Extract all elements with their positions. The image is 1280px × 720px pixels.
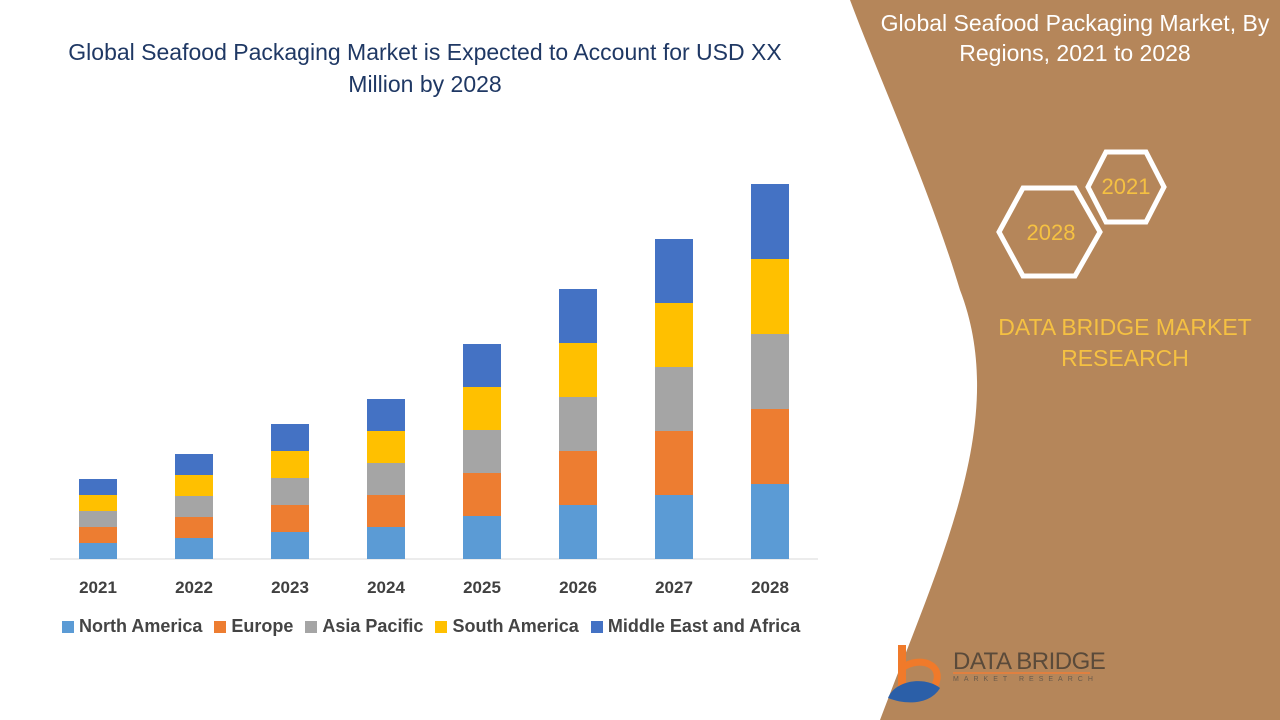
bar-segment-2024-south-america	[367, 431, 405, 463]
x-tick-label: 2028	[751, 578, 789, 597]
brand-name: DATA BRIDGE MARKET RESEARCH	[998, 314, 1252, 371]
logo-text: DATA BRIDGE	[953, 648, 1106, 675]
bar-segment-2026-asia-pacific	[559, 397, 597, 451]
brown-panel	[850, 0, 1280, 720]
bar-segment-2025-europe	[463, 473, 501, 516]
bar-segment-2024-north-america	[367, 527, 405, 559]
bar-segment-2022-north-america	[175, 538, 213, 559]
bar-segment-2027-asia-pacific	[655, 367, 693, 431]
hexagon-2028	[996, 185, 1103, 279]
bar-segment-2025-south-america	[463, 387, 501, 430]
bar-segment-2028-europe	[751, 409, 789, 484]
legend-label: Middle East and Africa	[607, 616, 801, 636]
x-tick-label: 2022	[175, 578, 213, 597]
bar-segment-2026-north-america	[559, 505, 597, 559]
legend-label: Asia Pacific	[322, 616, 424, 636]
legend-swatch	[590, 620, 603, 633]
side-panel-title: Global Seafood Packaging Market, By Regi…	[880, 10, 1270, 66]
bar-segment-2023-north-america	[271, 532, 309, 559]
bar-segment-2027-middle-east-and-africa	[655, 239, 693, 303]
bar-segment-2023-europe	[271, 505, 309, 532]
bar-segment-2022-middle-east-and-africa	[175, 454, 213, 475]
hex-year-2028: 2028	[1027, 220, 1076, 245]
bar-segment-2024-asia-pacific	[367, 463, 405, 495]
bar-segment-2026-south-america	[559, 343, 597, 397]
legend-item: North America	[62, 616, 202, 637]
bar-segment-2028-asia-pacific	[751, 334, 789, 409]
legend-item: Middle East and Africa	[590, 616, 801, 637]
bar-segment-2021-south-america	[79, 495, 117, 511]
bar-segment-2022-south-america	[175, 475, 213, 496]
legend: North America Europe Asia Pacific South …	[62, 616, 800, 637]
stacked-bar-chart: 2021 2022 2023 2024 2025 2026 2027 2028	[50, 184, 818, 597]
logo-icon	[888, 645, 941, 703]
legend-label: South America	[452, 616, 579, 636]
bar-segment-2024-europe	[367, 495, 405, 527]
legend-label: Europe	[231, 616, 294, 636]
bar-segment-2026-europe	[559, 451, 597, 505]
legend-label: North America	[79, 616, 203, 636]
bar-segment-2022-asia-pacific	[175, 496, 213, 517]
bar-segment-2025-middle-east-and-africa	[463, 344, 501, 387]
legend-item: Europe	[214, 616, 293, 637]
bar-segment-2027-south-america	[655, 303, 693, 367]
hex-year-2021: 2021	[1102, 174, 1151, 199]
logo-subtext: MARKET RESEARCH	[953, 676, 1098, 683]
x-tick-label: 2026	[559, 578, 597, 597]
legend-swatch	[305, 620, 318, 633]
bar-segment-2027-north-america	[655, 495, 693, 559]
chart-title: Global Seafood Packaging Market is Expec…	[68, 39, 782, 97]
bar-segment-2022-europe	[175, 517, 213, 538]
legend-item: Asia Pacific	[305, 616, 423, 637]
legend-swatch	[435, 620, 448, 633]
bar-segment-2023-south-america	[271, 451, 309, 478]
bar-segment-2028-middle-east-and-africa	[751, 184, 789, 259]
x-tick-label: 2025	[463, 578, 501, 597]
legend-swatch	[214, 620, 227, 633]
bar-segment-2028-south-america	[751, 259, 789, 334]
bar-segment-2021-europe	[79, 527, 117, 543]
bar-segment-2021-middle-east-and-africa	[79, 479, 117, 495]
hexagon-2021	[1085, 149, 1167, 225]
bar-segment-2023-middle-east-and-africa	[271, 424, 309, 451]
bar-segment-2021-asia-pacific	[79, 511, 117, 527]
bar-segment-2027-europe	[655, 431, 693, 495]
x-tick-label: 2021	[79, 578, 117, 597]
x-tick-label: 2024	[367, 578, 405, 597]
x-tick-label: 2027	[655, 578, 693, 597]
legend-swatch	[62, 620, 74, 633]
bar-segment-2028-north-america	[751, 484, 789, 559]
bar-segment-2024-middle-east-and-africa	[367, 399, 405, 431]
bar-segment-2026-middle-east-and-africa	[559, 289, 597, 343]
legend-item: South America	[435, 616, 579, 637]
bar-segment-2025-asia-pacific	[463, 430, 501, 473]
bar-segment-2025-north-america	[463, 516, 501, 559]
bar-segment-2023-asia-pacific	[271, 478, 309, 505]
bar-segment-2021-north-america	[79, 543, 117, 559]
x-tick-label: 2023	[271, 578, 309, 597]
